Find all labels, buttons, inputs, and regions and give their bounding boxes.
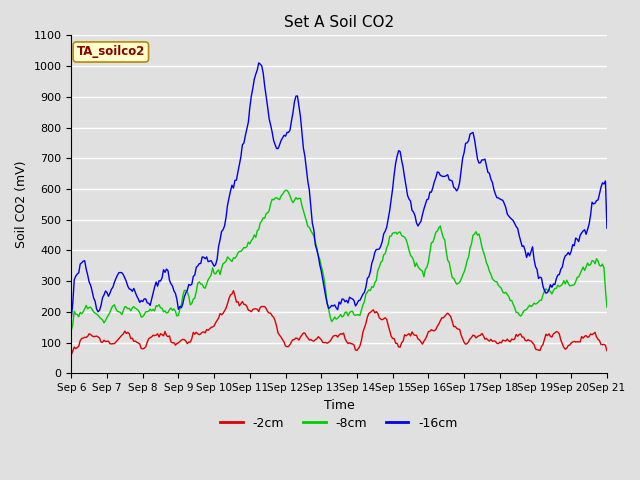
Text: TA_soilco2: TA_soilco2 xyxy=(77,46,145,59)
Legend: -2cm, -8cm, -16cm: -2cm, -8cm, -16cm xyxy=(215,412,463,435)
X-axis label: Time: Time xyxy=(324,398,355,412)
Y-axis label: Soil CO2 (mV): Soil CO2 (mV) xyxy=(15,161,28,248)
Title: Set A Soil CO2: Set A Soil CO2 xyxy=(284,15,394,30)
